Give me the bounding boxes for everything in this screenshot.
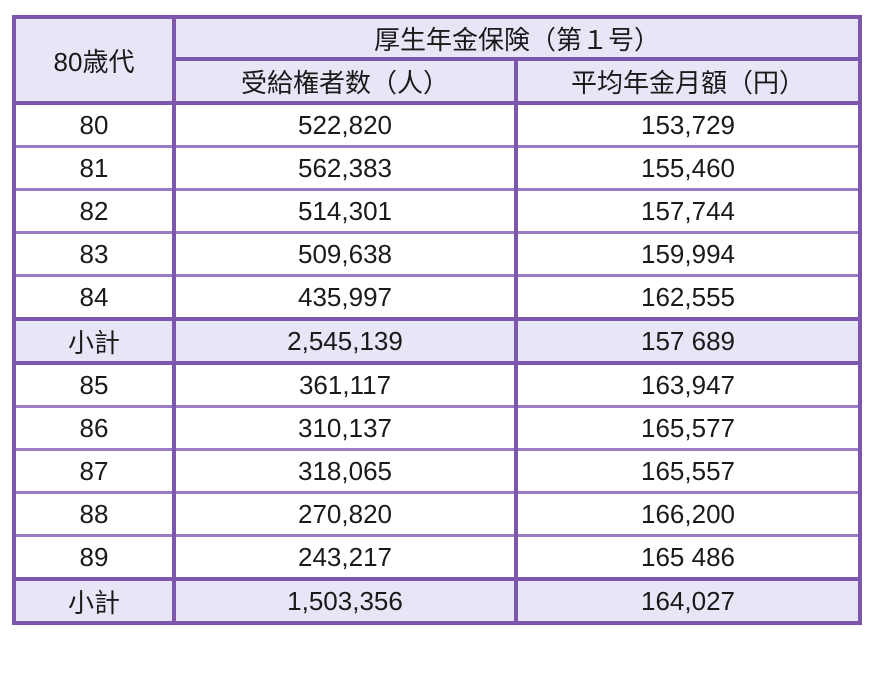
avg-monthly-cell: 165 486: [513, 534, 863, 581]
recipients-cell: 509,638: [172, 231, 518, 277]
avg-monthly-cell: 165,557: [513, 448, 863, 494]
table-row: 81 562,383 155,460: [12, 145, 863, 191]
avg-monthly-cell: 153,729: [513, 101, 863, 148]
recipients-cell: 318,065: [172, 448, 518, 494]
age-cell: 84: [12, 274, 176, 321]
age-cell: 80: [12, 101, 176, 148]
subtotal-row: 小計 1,503,356 164,027: [12, 577, 863, 625]
table-body: 80 522,820 153,729 81 562,383 155,460 82…: [12, 101, 863, 625]
table-row: 80 522,820 153,729: [12, 101, 863, 148]
recipients-cell: 435,997: [172, 274, 518, 321]
age-cell: 82: [12, 188, 176, 234]
recipients-cell: 361,117: [172, 361, 518, 408]
table-row: 89 243,217 165 486: [12, 534, 863, 581]
age-cell: 87: [12, 448, 176, 494]
table-row: 84 435,997 162,555: [12, 274, 863, 321]
subtotal-label: 小計: [12, 577, 176, 625]
table-row: 85 361,117 163,947: [12, 361, 863, 408]
subtotal-avg-monthly: 157 689: [513, 317, 863, 365]
recipients-cell: 243,217: [172, 534, 518, 581]
subtotal-recipients: 2,545,139: [172, 317, 518, 365]
avg-monthly-cell: 162,555: [513, 274, 863, 321]
header-row-2: 受給権者数（人） 平均年金月額（円）: [14, 57, 863, 105]
avg-monthly-cell: 155,460: [513, 145, 863, 191]
table-row: 82 514,301 157,744: [12, 188, 863, 234]
recipients-cell: 514,301: [172, 188, 518, 234]
pension-table-container: 80歳代 厚生年金保険（第１号） 受給権者数（人） 平均年金月額（円） 80 5…: [12, 15, 863, 625]
table-row: 88 270,820 166,200: [12, 491, 863, 537]
avg-monthly-cell: 157,744: [513, 188, 863, 234]
age-group-header: 80歳代: [12, 15, 176, 105]
age-cell: 88: [12, 491, 176, 537]
table-row: 83 509,638 159,994: [12, 231, 863, 277]
recipients-cell: 522,820: [172, 101, 518, 148]
subtotal-recipients: 1,503,356: [172, 577, 518, 625]
age-cell: 89: [12, 534, 176, 581]
avg-monthly-cell: 159,994: [513, 231, 863, 277]
recipients-cell: 562,383: [172, 145, 518, 191]
avg-monthly-cell: 165,577: [513, 405, 863, 451]
recipients-cell: 270,820: [172, 491, 518, 537]
recipients-cell: 310,137: [172, 405, 518, 451]
subtotal-label: 小計: [12, 317, 176, 365]
subtotal-row: 小計 2,545,139 157 689: [12, 317, 863, 365]
age-cell: 83: [12, 231, 176, 277]
avg-monthly-cell: 166,200: [513, 491, 863, 537]
recipients-column-header: 受給権者数（人）: [172, 57, 518, 105]
table-header: 80歳代 厚生年金保険（第１号） 受給権者数（人） 平均年金月額（円）: [12, 15, 863, 105]
age-cell: 81: [12, 145, 176, 191]
age-cell: 86: [12, 405, 176, 451]
avg-monthly-column-header: 平均年金月額（円）: [513, 57, 863, 105]
avg-monthly-cell: 163,947: [513, 361, 863, 408]
age-cell: 85: [12, 361, 176, 408]
table-row: 86 310,137 165,577: [12, 405, 863, 451]
table-row: 87 318,065 165,557: [12, 448, 863, 494]
header-row-1: 80歳代 厚生年金保険（第１号）: [12, 15, 863, 105]
subtotal-avg-monthly: 164,027: [513, 577, 863, 625]
pension-table: 80歳代 厚生年金保険（第１号） 受給権者数（人） 平均年金月額（円） 80 5…: [12, 15, 863, 625]
insurance-group-header: 厚生年金保険（第１号）: [171, 15, 863, 61]
